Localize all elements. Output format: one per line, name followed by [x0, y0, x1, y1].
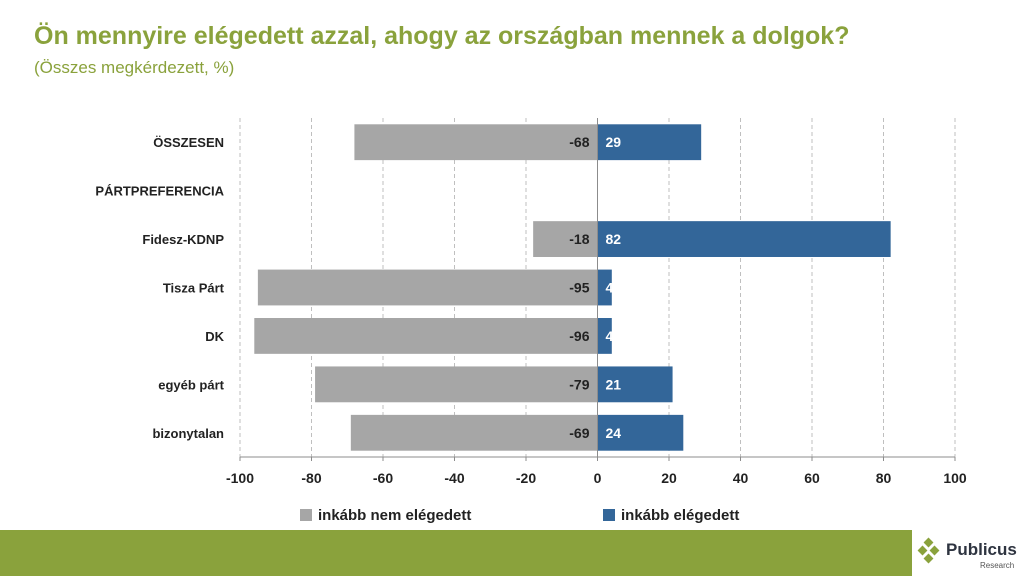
legend-label-negative: inkább nem elégedett [318, 506, 472, 524]
x-tick-label: 20 [661, 470, 677, 486]
x-tick-label: -60 [373, 470, 393, 486]
data-label-negative: -96 [569, 328, 589, 344]
bar-negative [354, 124, 598, 161]
data-label-negative: -95 [569, 280, 589, 296]
x-tick-label: 100 [943, 470, 967, 486]
data-label-positive: 21 [606, 376, 622, 392]
x-tick-label: 0 [594, 470, 602, 486]
bar-negative [254, 318, 598, 354]
bar-negative [315, 366, 598, 403]
data-label-negative: -79 [569, 376, 589, 392]
data-label-positive: 82 [606, 231, 622, 247]
chart-title: Ön mennyire elégedett azzal, ahogy az or… [34, 22, 850, 50]
category-label: Tisza Párt [163, 281, 225, 296]
category-label: ÖSSZESEN [153, 135, 224, 150]
data-label-negative: -69 [569, 425, 589, 441]
bar-positive [597, 269, 612, 306]
category-label: egyéb párt [158, 377, 224, 392]
legend-label-positive: inkább elégedett [621, 506, 740, 524]
legend-item-positive: inkább elégedett [603, 506, 739, 524]
legend-swatch-positive [603, 509, 615, 521]
chart-subtitle: (Összes megkérdezett, %) [34, 58, 235, 77]
data-label-negative: -68 [569, 134, 589, 150]
category-label: DK [205, 329, 224, 344]
legend-item-negative: inkább nem elégedett [300, 506, 471, 524]
bar-positive [597, 318, 612, 354]
data-label-positive: 4 [606, 280, 614, 296]
bar-negative [350, 414, 598, 451]
x-tick-label: 80 [876, 470, 892, 486]
bar-negative [257, 269, 598, 306]
data-label-negative: -18 [569, 231, 589, 247]
x-tick-label: -80 [301, 470, 321, 486]
bar-positive [597, 366, 673, 403]
data-label-positive: 29 [606, 134, 622, 150]
x-tick-label: -100 [226, 470, 254, 486]
bar-negative [533, 221, 598, 257]
brand-subtitle: Research [980, 561, 1015, 570]
bar-positive [597, 221, 891, 257]
bar-positive [597, 124, 702, 161]
x-tick-label: -40 [444, 470, 464, 486]
x-tick-label: 40 [733, 470, 749, 486]
publicus-logo-icon [917, 537, 940, 564]
category-label: PÁRTPREFERENCIA [95, 184, 224, 199]
x-tick-label: -20 [516, 470, 536, 486]
data-label-positive: 4 [606, 328, 614, 344]
brand-name: Publicus [946, 540, 1017, 559]
x-tick-label: 60 [804, 470, 820, 486]
footer-bar [0, 530, 912, 576]
category-label: Fidesz-KDNP [142, 232, 224, 247]
legend-swatch-negative [300, 509, 312, 521]
diverging-bar-chart: -100 -80 -60 -40 -20 0 20 40 60 80 100 ÖSSZESEN -68 2… [95, 118, 967, 486]
data-label-positive: 24 [606, 425, 622, 441]
category-label: bizonytalan [152, 426, 224, 441]
bar-positive [597, 414, 684, 451]
